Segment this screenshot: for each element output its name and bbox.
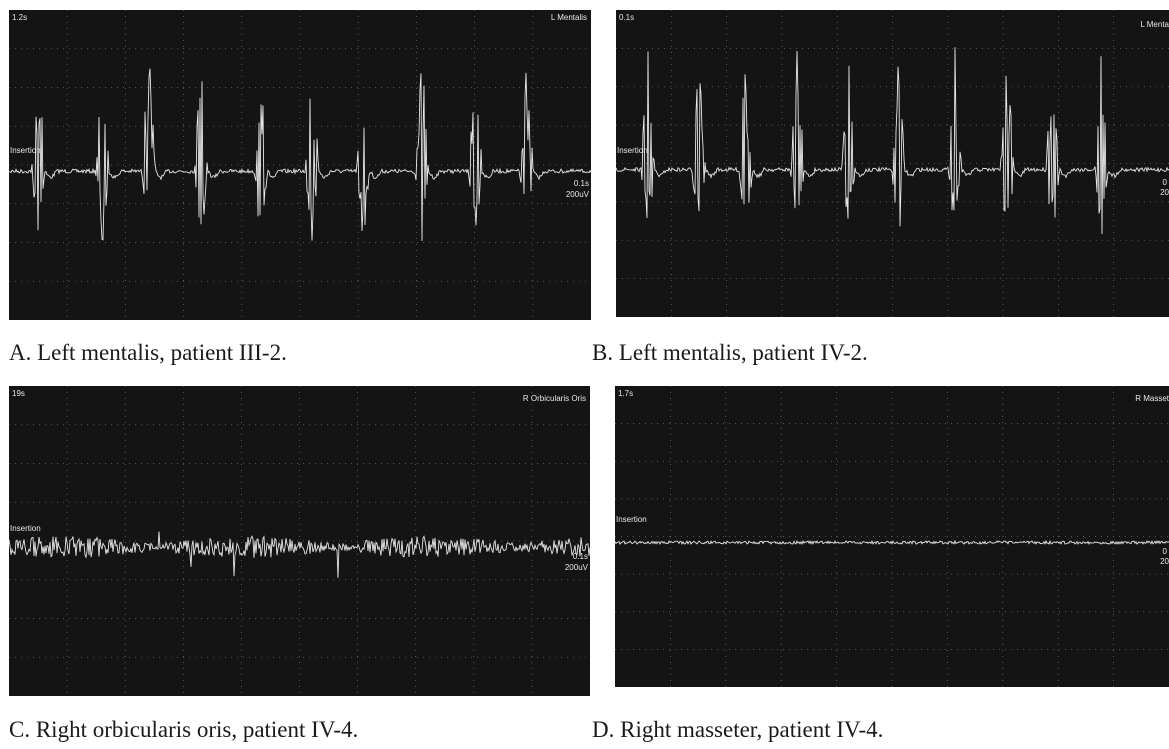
emg-trace-a [9,10,591,320]
time-label: 1.2s [12,13,28,22]
emg-trace-b [616,10,1169,317]
caption-d: D. Right masseter, patient IV-4. [592,717,884,742]
sweep-label: 0 [1162,547,1167,556]
gain-label: 200uV [564,563,588,572]
insertion-label: Insertion [10,524,41,533]
muscle-label: R Masset [1135,394,1169,403]
emg-trace-d [615,386,1169,687]
emg-screen-c: 19s R Orbicularis Oris Insertion 0.1s 20… [9,386,590,696]
insertion-label: Insertion [10,146,41,155]
gain-label: 20 [1160,188,1169,197]
caption-b: B. Left mentalis, patient IV-2. [592,340,868,365]
time-label: 0.1s [619,13,635,22]
time-label: 19s [12,389,25,398]
emg-waveform [9,531,590,578]
gain-label: 200uV [565,190,589,199]
emg-waveform [615,539,1169,546]
muscle-label: L Menta [1140,20,1169,29]
insertion-label: Insertion [616,515,647,524]
caption-c: C. Right orbicularis oris, patient IV-4. [9,717,359,742]
time-label: 1.7s [618,389,634,398]
emg-screen-a: 1.2s L Mentalis Insertion 0.1s 200uV [9,10,591,320]
sweep-label: 0.1s [572,552,588,561]
muscle-label: R Orbicularis Oris [522,394,586,403]
gain-label: 20 [1160,557,1169,566]
emg-waveform [616,47,1169,235]
emg-screen-b: 0.1s L Menta Insertion 0 20 [616,10,1169,317]
emg-screen-d: 1.7s R Masset Insertion 0 20 [615,386,1169,687]
insertion-label: Insertion [617,146,648,155]
emg-waveform [9,68,591,241]
caption-a: A. Left mentalis, patient III-2. [9,340,287,365]
sweep-label: 0.1s [573,179,589,188]
emg-trace-c [9,386,590,696]
sweep-label: 0 [1162,178,1167,187]
muscle-label: L Mentalis [550,13,587,22]
